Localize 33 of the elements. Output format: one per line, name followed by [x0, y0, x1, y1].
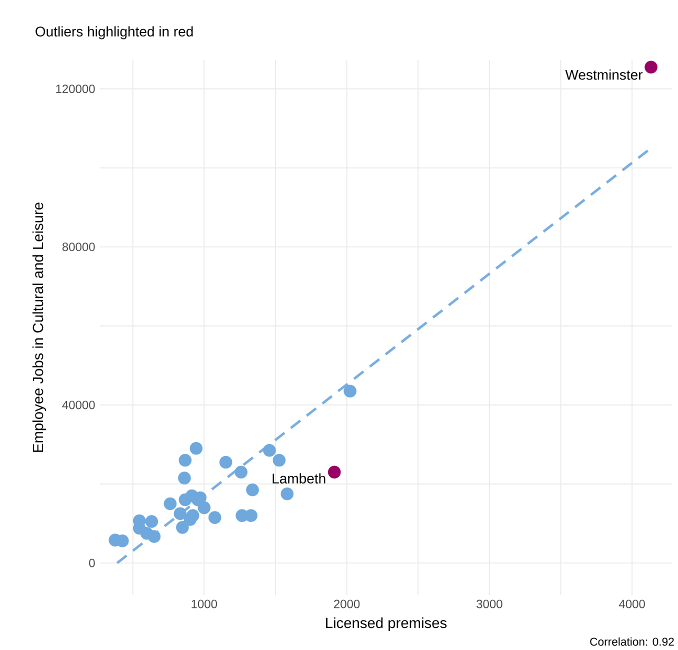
y-tick-label: 40000 [62, 400, 95, 410]
point [178, 472, 191, 484]
point [178, 454, 192, 467]
point [176, 521, 189, 534]
point [184, 513, 197, 526]
x-axis-title: Licensed premises [326, 617, 447, 632]
point [148, 530, 161, 543]
point [219, 456, 232, 469]
text: Correlation: 0.92 [590, 637, 674, 646]
point [263, 444, 276, 457]
chart-title: Outliers highlighted in red [36, 26, 193, 40]
annotation: Westminster [565, 70, 643, 80]
x-tick-label: 1000 [192, 600, 218, 608]
point [644, 60, 658, 74]
point [234, 466, 248, 479]
point [344, 384, 356, 398]
point [246, 483, 259, 496]
point [208, 511, 222, 524]
point [328, 466, 341, 479]
x-tick-label: 2000 [334, 600, 360, 608]
point [280, 487, 294, 500]
y-tick-label: 80000 [62, 242, 95, 252]
point [145, 515, 158, 528]
y-tick-label: 0 [89, 558, 95, 568]
y-axis-title: Employee Jobs in Cultural and Leisure [32, 202, 46, 452]
x-tick-label: 3000 [476, 600, 502, 608]
annotation: Lambeth [272, 473, 326, 484]
point [272, 454, 286, 467]
x-tick-label: 4000 [618, 600, 645, 608]
point [190, 442, 203, 455]
y-tick-label: 120000 [56, 84, 95, 94]
point [164, 497, 177, 510]
point [174, 507, 187, 520]
